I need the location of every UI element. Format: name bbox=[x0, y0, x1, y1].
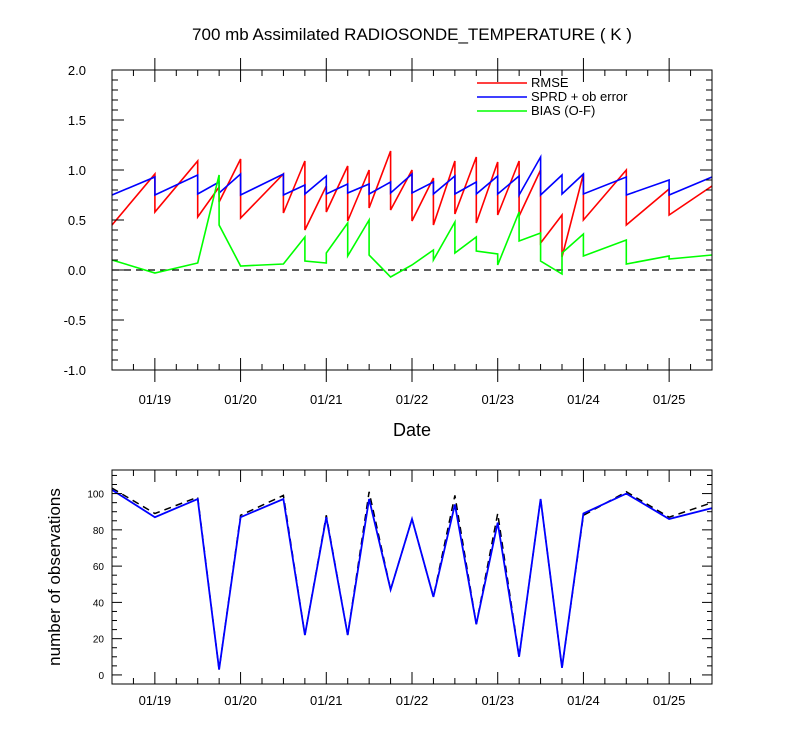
series-line-sprd-ob-error bbox=[111, 153, 713, 199]
bottom-series-group bbox=[111, 487, 713, 670]
legend-label: BIAS (O-F) bbox=[531, 103, 595, 118]
y-tick-label: 2.0 bbox=[68, 63, 86, 78]
x-tick-label: 01/22 bbox=[396, 693, 429, 708]
legend-label: SPRD + ob error bbox=[531, 89, 628, 104]
y-tick-label: 60 bbox=[93, 562, 105, 573]
x-tick-label: 01/23 bbox=[481, 693, 514, 708]
y-tick-label: 0.5 bbox=[68, 213, 86, 228]
x-tick-label: 01/19 bbox=[139, 392, 172, 407]
x-tick-label: 01/25 bbox=[653, 392, 686, 407]
x-tick-label: 01/20 bbox=[224, 693, 257, 708]
x-tick-label: 01/21 bbox=[310, 693, 343, 708]
series-line-observations-assimilated bbox=[111, 489, 713, 670]
x-tick-label: 01/24 bbox=[567, 693, 600, 708]
y-tick-label: 0.0 bbox=[68, 263, 86, 278]
series-line-observations-total bbox=[111, 487, 713, 670]
series-line-rmse bbox=[111, 150, 713, 258]
x-tick-label: 01/22 bbox=[396, 392, 429, 407]
x-tick-label: 01/24 bbox=[567, 392, 600, 407]
x-tick-label: 01/25 bbox=[653, 693, 686, 708]
x-tick-label: 01/19 bbox=[139, 693, 172, 708]
x-tick-label: 01/23 bbox=[481, 392, 514, 407]
y-tick-label: -0.5 bbox=[64, 313, 86, 328]
top-series-group bbox=[111, 150, 713, 278]
chart-title: 700 mb Assimilated RADIOSONDE_TEMPERATUR… bbox=[192, 25, 632, 44]
x-axis-label: Date bbox=[393, 420, 431, 440]
y-tick-label: -1.0 bbox=[64, 363, 86, 378]
y-tick-label: 100 bbox=[87, 490, 104, 501]
series-line-bias-o-f bbox=[111, 174, 713, 278]
top-axis-ticks: 01/19 01/20 01/21 01/22 01/23 01/24 01/25 -1.0 -… bbox=[64, 58, 712, 407]
y-tick-label: 1.5 bbox=[68, 113, 86, 128]
bottom-plot-frame bbox=[111, 469, 713, 685]
bottom-axis-ticks: 01/19 01/20 01/21 01/22 01/23 01/24 01/25 0 20 40… bbox=[87, 470, 712, 708]
y-tick-label: 20 bbox=[93, 635, 105, 646]
y-tick-label: 1.0 bbox=[68, 163, 86, 178]
x-tick-label: 01/20 bbox=[224, 392, 257, 407]
y-tick-label: 40 bbox=[93, 598, 105, 609]
y-tick-label: 80 bbox=[93, 526, 105, 537]
y-axis-label-observations: number of observations bbox=[45, 488, 64, 666]
x-tick-label: 01/21 bbox=[310, 392, 343, 407]
y-tick-label: 0 bbox=[98, 671, 104, 682]
legend-label: RMSE bbox=[531, 75, 569, 90]
